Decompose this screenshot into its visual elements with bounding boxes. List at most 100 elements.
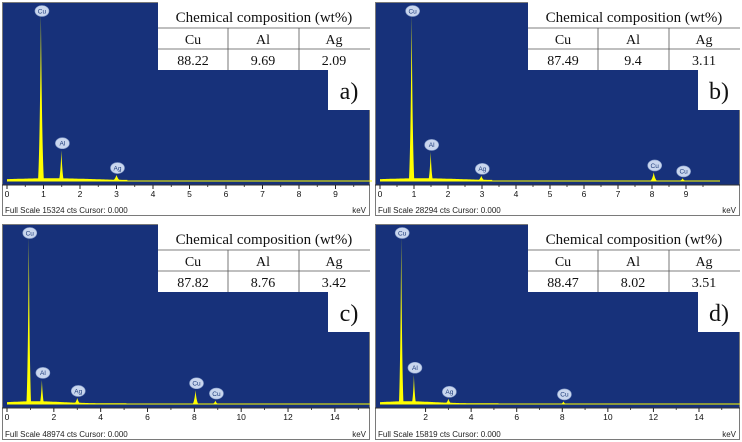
table-header-al: Al [626, 255, 640, 270]
background-continuum [7, 178, 128, 181]
x-tick-label: 4 [98, 412, 103, 422]
panel-label: a) [340, 79, 359, 105]
x-tick-label: 2 [423, 412, 428, 422]
peak-label-badge [55, 137, 70, 150]
peak-label-badge [557, 388, 572, 401]
composition-table-title: Chemical composition (wt%) [546, 10, 723, 26]
table-value-al: 9.69 [251, 54, 276, 69]
composition-table-bg [158, 2, 370, 70]
composition-table-title: Chemical composition (wt%) [176, 10, 353, 26]
table-value-ag: 3.51 [692, 276, 717, 291]
panel-label-box [328, 292, 370, 332]
peak-label-text: Ag [478, 166, 486, 173]
spectrum-panel-a: Cu Al Ag 0 1 2 3 4 5 6 7 8 9 Full Scale 15324 cts Cur… [2, 2, 372, 216]
x-tick-label: 6 [224, 189, 229, 199]
x-axis-unit: keV [352, 430, 366, 439]
peak-label-text: Cu [192, 381, 201, 388]
x-tick-label: 8 [297, 189, 302, 199]
peak-label-al-1: Al [35, 367, 51, 379]
peak-label-badge [22, 227, 38, 239]
x-tick-label: 6 [582, 189, 587, 199]
peak-ag-2 [73, 398, 81, 404]
peak-label-badge [189, 377, 204, 390]
peak-ag-2 [477, 175, 486, 181]
table-value-cu: 88.22 [177, 54, 209, 69]
peak-label-text: Cu [398, 230, 407, 237]
peak-label-badge [35, 367, 51, 379]
panel-label-box [328, 70, 370, 110]
x-axis-unit: keV [722, 430, 736, 439]
x-tick-label: 12 [649, 412, 659, 422]
background-continuum [380, 178, 493, 181]
peak-label-ag-2: Ag [475, 163, 490, 175]
full-scale-readout: Full Scale 15819 cts Cursor: 0.000 [378, 430, 501, 439]
peak-label-badge [407, 361, 423, 374]
peak-label-text: Cu [560, 392, 569, 399]
peak-label-al-1: Al [424, 139, 439, 151]
x-tick-label: 1 [41, 189, 46, 199]
table-value-cu: 88.47 [547, 276, 579, 291]
x-tick-label: 2 [78, 189, 83, 199]
composition-table-bg [158, 224, 370, 292]
x-tick-label: 10 [236, 412, 246, 422]
peak-cu-0 [408, 13, 415, 182]
x-tick-label: 0 [5, 412, 10, 422]
x-tick-label: 2 [51, 412, 56, 422]
peak-label-text: Al [412, 365, 418, 372]
table-header-al: Al [256, 33, 270, 48]
peak-label-cu-0: Cu [34, 5, 50, 17]
peak-label-text: Cu [679, 169, 688, 176]
peak-label-badge [475, 163, 490, 175]
peak-label-text: Al [40, 370, 46, 377]
x-tick-label: 10 [603, 412, 613, 422]
peak-label-text: Cu [38, 8, 47, 15]
table-value-ag: 2.09 [322, 54, 347, 69]
x-tick-label: 14 [694, 412, 704, 422]
peak-cu-3 [192, 390, 199, 404]
peak-label-badge [209, 387, 224, 400]
table-value-al: 8.02 [621, 276, 646, 291]
peak-label-text: Cu [26, 230, 35, 237]
peak-label-ag-2: Ag [442, 386, 457, 398]
peak-cu-0 [26, 235, 32, 404]
composition-table: Chemical composition (wt%) Cu Al Ag 87.82 8.7… [158, 224, 370, 292]
peak-cu-0 [398, 235, 404, 404]
peak-label-badge [394, 227, 410, 239]
x-tick-label: 9 [684, 189, 689, 199]
x-tick-label: 1 [412, 189, 417, 199]
composition-table: Chemical composition (wt%) Cu Al Ag 88.47 8.0… [528, 224, 740, 292]
axis-strip [2, 408, 370, 440]
peak-label-badge [70, 385, 86, 397]
peak-cu-3 [560, 401, 567, 404]
x-tick-label: 12 [283, 412, 293, 422]
peak-label-badge [442, 386, 457, 398]
full-scale-readout: Full Scale 48974 cts Cursor: 0.000 [5, 430, 128, 439]
x-tick-label: 8 [192, 412, 197, 422]
peak-label-text: Cu [651, 163, 660, 170]
table-value-al: 9.4 [624, 54, 642, 69]
x-tick-label: 0 [5, 189, 10, 199]
x-tick-label: 4 [514, 189, 519, 199]
peak-label-badge [676, 165, 691, 178]
x-tick-label: 4 [469, 412, 474, 422]
x-tick-label: 3 [480, 189, 485, 199]
x-tick-label: 6 [145, 412, 150, 422]
peak-label-text: Ag [445, 389, 453, 396]
peak-label-al-1: Al [55, 137, 70, 150]
table-header-cu: Cu [185, 33, 201, 48]
x-tick-label: 6 [514, 412, 519, 422]
x-tick-label: 3 [114, 189, 119, 199]
peak-label-cu-0: Cu [22, 227, 38, 239]
panel-label-box [698, 292, 740, 332]
peak-label-text: Cu [408, 8, 417, 15]
x-tick-label: 4 [151, 189, 156, 199]
peak-label-badge [34, 5, 50, 17]
peak-label-cu-4: Cu [209, 387, 224, 400]
table-value-ag: 3.42 [322, 276, 347, 291]
peak-label-cu-3: Cu [647, 159, 663, 172]
axis-strip [375, 185, 740, 216]
peak-label-text: Al [429, 142, 435, 149]
composition-table-bg [528, 224, 740, 292]
table-header-al: Al [256, 255, 270, 270]
